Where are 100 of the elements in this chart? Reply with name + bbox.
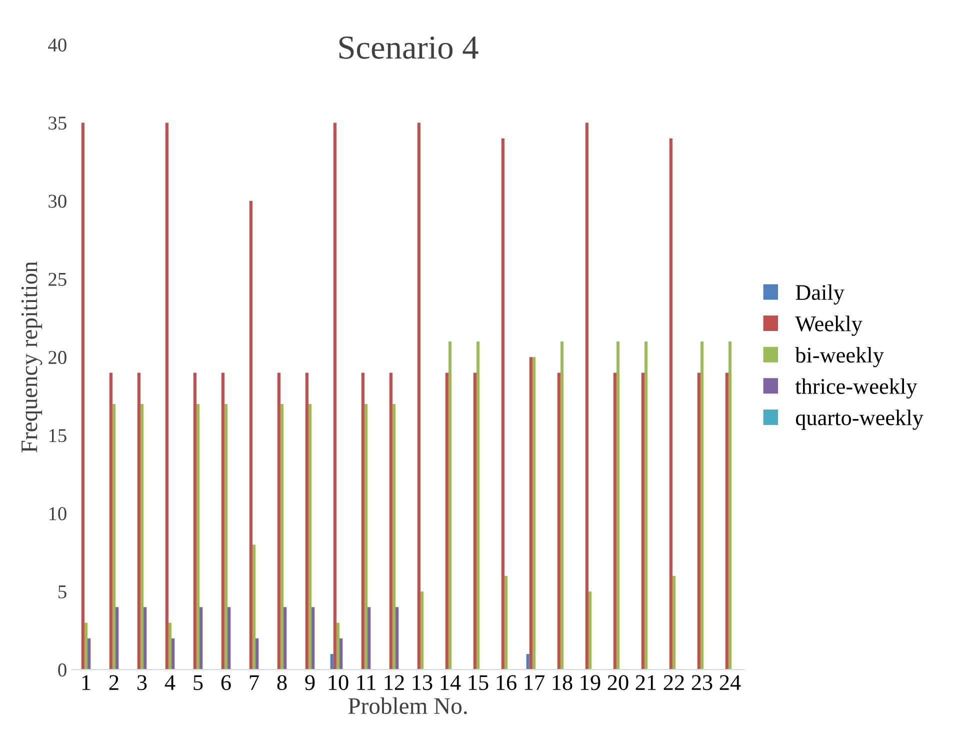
x-tick-label: 12 (384, 675, 404, 690)
bar (330, 654, 334, 670)
x-tick-label: 15 (468, 675, 488, 690)
bar (560, 341, 564, 670)
x-tick-label: 23 (692, 675, 712, 690)
bar (473, 372, 476, 670)
bar (585, 122, 588, 670)
bar (116, 607, 119, 670)
bar (616, 341, 620, 670)
bar (284, 607, 287, 670)
bar (396, 607, 399, 670)
x-tick-label: 5 (194, 675, 203, 690)
bar (200, 607, 203, 670)
x-tick-label: 11 (357, 675, 376, 690)
bar (196, 404, 200, 670)
bar (88, 638, 91, 670)
y-tick-label: 0 (58, 663, 66, 677)
bar (277, 372, 280, 670)
x-tick-label: 6 (221, 675, 231, 690)
bar (672, 576, 676, 670)
bar (280, 404, 284, 670)
bar (728, 341, 732, 670)
bar (588, 591, 592, 670)
bar (81, 122, 84, 670)
bar (312, 607, 315, 670)
bar (557, 372, 560, 670)
x-tick-label: 4 (164, 675, 176, 690)
bar (308, 404, 312, 670)
x-tick-label: 8 (277, 675, 287, 690)
x-tick-label: 10 (328, 675, 348, 690)
bar (725, 372, 728, 670)
chart-title: Scenario 4 (339, 36, 478, 59)
bar (249, 200, 252, 670)
x-tick-label: 20 (608, 675, 628, 690)
bar (137, 372, 140, 670)
bar (165, 122, 168, 670)
x-tick-label: 24 (720, 675, 741, 690)
bar (168, 622, 172, 670)
bar (364, 404, 368, 670)
bar (193, 372, 196, 670)
x-axis-title: Problem No. (348, 697, 467, 714)
x-tick-label: 21 (636, 675, 656, 690)
x-tick-label: 1 (82, 675, 90, 690)
bar (84, 622, 88, 670)
bar (172, 638, 175, 670)
x-tick-label: 7 (250, 675, 259, 690)
bar (700, 341, 704, 670)
bar (644, 341, 648, 670)
bar (144, 607, 147, 670)
bar (476, 341, 480, 670)
y-tick-label: 15 (49, 429, 66, 442)
y-tick-label: 5 (58, 585, 66, 598)
bar (224, 404, 228, 670)
bar (501, 138, 504, 670)
y-tick-label: 10 (49, 507, 66, 520)
bar (504, 576, 508, 670)
x-tick-label: 16 (496, 675, 516, 690)
bar (252, 544, 256, 670)
bar (529, 357, 532, 670)
x-tick-label: 22 (664, 675, 684, 690)
bar (392, 404, 396, 670)
bar (448, 341, 452, 670)
bar (256, 638, 259, 670)
y-axis-title: Frequency repitition (21, 261, 42, 452)
x-tick-label: 14 (440, 675, 461, 690)
bar (368, 607, 371, 670)
legend-label: bi-weekly (795, 347, 884, 368)
x-tick-label: 19 (580, 675, 600, 690)
x-tick-label: 13 (412, 675, 432, 690)
bar (532, 357, 536, 670)
legend-label: quarto-weekly (796, 410, 924, 430)
bar (305, 372, 308, 670)
legend-label: Daily (796, 284, 844, 305)
bar (336, 622, 340, 670)
x-tick-label: 17 (524, 675, 544, 690)
y-tick-label: 20 (48, 350, 66, 364)
legend-label: thrice-weekly (795, 378, 918, 399)
bar (112, 404, 116, 670)
bar (445, 372, 448, 670)
bar (109, 372, 112, 670)
x-tick-label: 9 (305, 675, 315, 690)
bar (361, 372, 364, 670)
bar (420, 591, 424, 670)
bar (333, 122, 336, 670)
bar (221, 372, 224, 670)
bar (417, 122, 420, 670)
x-tick-label: 3 (138, 675, 147, 690)
legend-label: Weekly (795, 316, 862, 336)
bar (526, 654, 530, 670)
bar (669, 138, 672, 670)
x-tick-label: 18 (552, 675, 572, 690)
bar (641, 372, 644, 670)
y-tick-label: 35 (48, 116, 66, 130)
bar (389, 372, 392, 670)
bar (140, 404, 144, 670)
y-tick-label: 25 (48, 272, 66, 286)
bar (228, 607, 231, 670)
x-tick-label: 2 (109, 675, 118, 690)
bar (613, 372, 616, 670)
y-tick-label: 40 (48, 38, 66, 52)
